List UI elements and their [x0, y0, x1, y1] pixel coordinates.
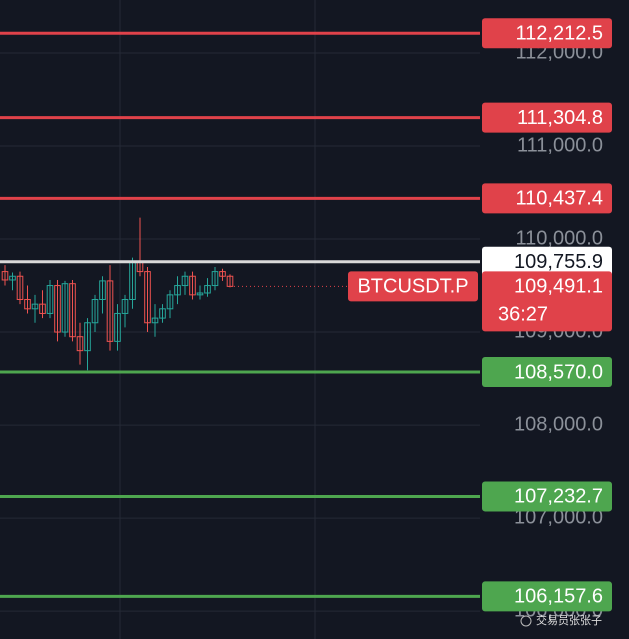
candle-body: [31, 303, 39, 310]
y-tick-label: 111,000.0: [517, 134, 603, 156]
candle-body: [106, 280, 114, 342]
candle-body: [9, 275, 16, 281]
candle-body: [114, 312, 121, 342]
candle-body: [46, 285, 54, 314]
candle-body: [61, 283, 69, 333]
candle-body: [189, 275, 196, 296]
price-label: 109,755.9: [514, 251, 603, 273]
countdown-label: 36:27: [498, 304, 548, 326]
y-tick-label: 110,000.0: [516, 227, 604, 249]
symbol-label: BTCUSDT.P: [357, 276, 468, 298]
price-label: 112,212.5: [516, 23, 604, 45]
candle-body: [24, 299, 31, 310]
last-price-box: [482, 271, 612, 332]
price-label-box: [482, 183, 612, 214]
price-label-box: [482, 481, 612, 512]
candle-body: [219, 271, 226, 277]
candle-body: [54, 285, 61, 333]
candle-body: [174, 285, 181, 296]
candle-body: [1, 271, 9, 281]
candle-body: [91, 299, 99, 324]
price-label-box: [482, 246, 612, 277]
price-label: 107,232.7: [514, 486, 603, 508]
candle-body: [211, 271, 219, 287]
last-price-label: 109,491.1: [514, 276, 603, 298]
price-label: 106,157.6: [514, 586, 603, 608]
y-tick-label: 108,000.0: [514, 413, 603, 435]
price-label: 111,304.8: [517, 107, 603, 129]
candle-body: [159, 308, 166, 319]
symbol-box: [348, 271, 478, 302]
candle-body: [121, 299, 129, 314]
candle-body: [69, 283, 76, 338]
candle-body: [166, 294, 174, 310]
price-label: 108,570.0: [514, 361, 603, 383]
candle-body: [196, 292, 204, 296]
price-label: 110,437.4: [516, 188, 604, 210]
candle-body: [76, 336, 84, 352]
candle-body: [151, 317, 159, 324]
candle-body: [144, 271, 151, 324]
candle-body: [39, 303, 46, 314]
candle-body: [84, 322, 91, 352]
candle-body: [16, 275, 24, 301]
candle-body: [99, 280, 106, 301]
price-label-box: [482, 102, 612, 133]
watermark-text: 交易员张张子: [536, 613, 602, 627]
candle-body: [204, 285, 211, 294]
price-label-box: [482, 357, 612, 388]
watermark-icon: [520, 615, 532, 627]
price-label-box: [482, 581, 612, 612]
y-tick-label: 107,000.0: [514, 506, 603, 528]
watermark: 交易员张张子: [520, 613, 602, 627]
price-label-box: [482, 18, 612, 49]
candle-body: [181, 275, 189, 287]
